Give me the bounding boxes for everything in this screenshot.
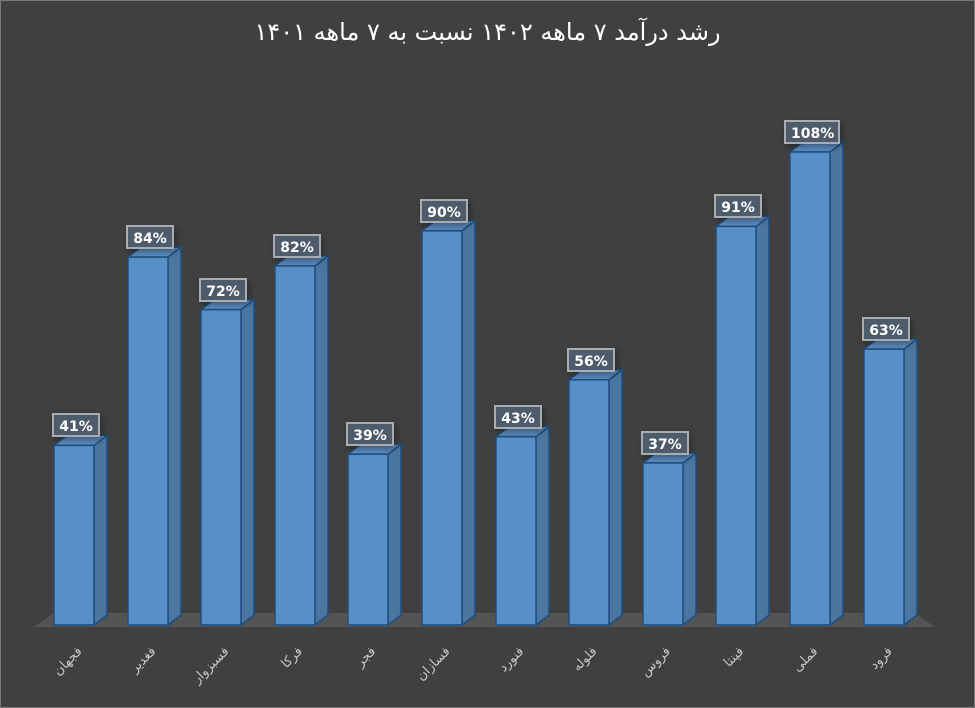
bar-front: [789, 151, 831, 626]
bar-front: [568, 378, 610, 626]
bar-side: [167, 245, 182, 627]
bar: [640, 451, 699, 627]
bar: [493, 425, 552, 627]
data-label: 91%: [714, 194, 762, 219]
bar: [51, 433, 110, 627]
bar: [345, 442, 404, 627]
bar-front: [127, 256, 169, 626]
bar-side: [608, 368, 623, 627]
data-label: 84%: [126, 225, 174, 250]
data-label: 63%: [862, 317, 910, 342]
chart-title: رشد درآمد ۷ ماهه ۱۴۰۲ نسبت به ۷ ماهه ۱۴۰…: [254, 18, 721, 46]
bar-front: [53, 444, 95, 626]
data-label: 108%: [784, 119, 840, 144]
bar: [125, 245, 184, 627]
bars-group: [51, 140, 920, 627]
bar: [198, 298, 257, 627]
bar: [419, 219, 478, 627]
data-label: 43%: [494, 404, 542, 429]
chart-floor: [34, 613, 935, 627]
bar: [566, 368, 625, 627]
data-label: 37%: [641, 430, 689, 455]
bar-front: [642, 462, 684, 626]
bar-side: [93, 433, 108, 627]
bar-front: [421, 230, 463, 626]
bar: [861, 337, 920, 627]
bar-front: [863, 348, 905, 626]
bar: [272, 254, 331, 627]
bar-front: [715, 225, 757, 626]
bar-side: [461, 219, 476, 627]
data-label: 41%: [52, 413, 100, 438]
bar-side: [314, 254, 329, 627]
bar-side: [387, 442, 402, 627]
bar-front: [347, 453, 389, 626]
bar-side: [682, 451, 697, 627]
bar: [713, 214, 772, 627]
bar-side: [755, 214, 770, 627]
data-label: 90%: [420, 198, 468, 223]
bar-front: [274, 265, 316, 626]
bar-side: [829, 140, 844, 627]
data-label: 39%: [346, 422, 394, 447]
bar: [787, 140, 846, 627]
bar-side: [903, 337, 918, 627]
data-label: 72%: [199, 277, 247, 302]
bar-front: [200, 308, 242, 626]
bar-front: [495, 435, 537, 626]
data-label: 56%: [567, 347, 615, 372]
bar-side: [535, 425, 550, 627]
data-label: 82%: [273, 233, 321, 258]
bar-side: [240, 298, 255, 627]
